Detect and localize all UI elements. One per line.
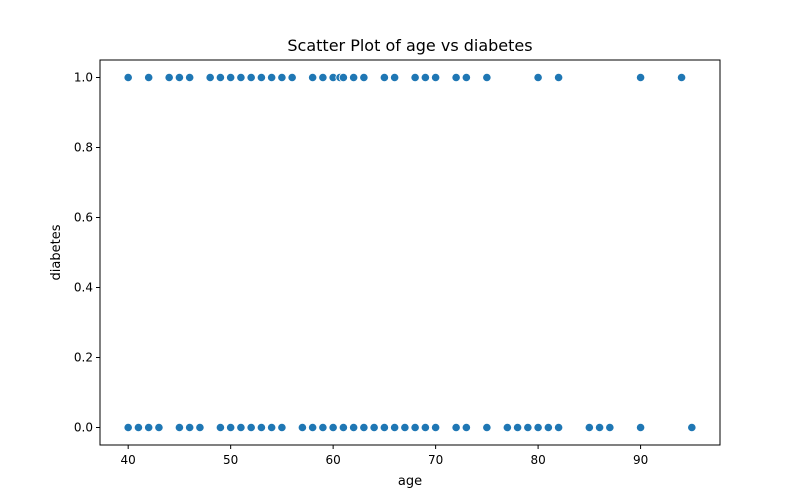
scatter-point xyxy=(512,422,523,433)
scatter-point xyxy=(318,422,328,433)
scatter-point xyxy=(451,422,461,433)
scatter-point xyxy=(328,422,338,433)
scatter-point xyxy=(390,72,400,83)
scatter-point xyxy=(420,422,430,433)
scatter-point xyxy=(154,422,164,433)
scatter-point xyxy=(185,422,195,433)
scatter-point xyxy=(195,422,205,433)
scatter-point xyxy=(174,422,185,433)
scatter-point xyxy=(400,422,410,433)
scatter-point xyxy=(133,422,144,433)
x-tick-label: 90 xyxy=(633,453,648,467)
scatter-point xyxy=(687,422,697,433)
x-tick-label: 40 xyxy=(121,453,136,467)
scatter-point xyxy=(215,72,226,83)
scatter-point xyxy=(226,72,236,83)
scatter-point xyxy=(533,422,543,433)
scatter-point xyxy=(410,72,420,83)
scatter-point xyxy=(308,72,318,83)
scatter-point xyxy=(635,72,646,83)
scatter-point xyxy=(410,422,420,433)
x-tick-label: 80 xyxy=(530,453,545,467)
scatter-point xyxy=(523,422,533,433)
scatter-point xyxy=(174,72,185,83)
scatter-point xyxy=(379,72,389,83)
scatter-point xyxy=(502,422,512,433)
scatter-point xyxy=(390,422,400,433)
y-axis-label: diabetes xyxy=(49,224,64,280)
scatter-point xyxy=(369,422,379,433)
x-tick-label: 60 xyxy=(325,453,340,467)
scatter-point xyxy=(676,72,687,83)
y-tick-label: 0.2 xyxy=(74,351,93,365)
scatter-point xyxy=(451,72,461,83)
scatter-point xyxy=(359,72,369,83)
scatter-point xyxy=(553,422,564,433)
scatter-point xyxy=(461,72,471,83)
scatter-point xyxy=(267,422,277,433)
scatter-point xyxy=(482,72,492,83)
scatter-point xyxy=(123,422,133,433)
scatter-point xyxy=(594,422,605,433)
scatter-point xyxy=(185,72,195,83)
scatter-point xyxy=(461,422,471,433)
scatter-point xyxy=(543,422,553,433)
scatter-point xyxy=(431,72,441,83)
scatter-point xyxy=(215,422,226,433)
y-tick-label: 0.0 xyxy=(74,421,93,435)
points-layer xyxy=(123,72,697,433)
y-tick-label: 1.0 xyxy=(74,71,93,85)
scatter-point xyxy=(256,422,266,433)
chart-title: Scatter Plot of age vs diabetes xyxy=(287,36,532,55)
x-axis-ticks: 40 50 60 70 80 90 xyxy=(121,445,648,467)
scatter-point xyxy=(123,72,133,83)
scatter-point xyxy=(144,72,154,83)
y-tick-label: 0.8 xyxy=(74,141,93,155)
scatter-point xyxy=(553,72,564,83)
scatter-point xyxy=(349,72,359,83)
plot-area-frame xyxy=(99,59,721,446)
scatter-point xyxy=(246,422,256,433)
scatter-point xyxy=(144,422,154,433)
scatter-point xyxy=(226,422,236,433)
x-axis-label: age xyxy=(398,474,422,489)
scatter-point xyxy=(267,72,277,83)
scatter-point xyxy=(338,422,348,433)
scatter-point xyxy=(236,72,246,83)
scatter-point xyxy=(420,72,430,83)
scatter-point xyxy=(287,72,297,83)
scatter-point xyxy=(533,72,543,83)
x-tick-label: 70 xyxy=(428,453,443,467)
scatter-point xyxy=(431,422,441,433)
y-axis-ticks: 0.0 0.2 0.4 0.6 0.8 1.0 xyxy=(74,71,100,435)
scatter-point xyxy=(246,72,256,83)
scatter-point xyxy=(205,72,215,83)
scatter-point xyxy=(482,422,492,433)
scatter-point xyxy=(277,422,287,433)
scatter-point xyxy=(236,422,246,433)
y-tick-label: 0.6 xyxy=(74,211,93,225)
scatter-point xyxy=(605,422,615,433)
x-tick-label: 50 xyxy=(223,453,238,467)
scatter-point xyxy=(338,72,348,83)
y-tick-label: 0.4 xyxy=(74,281,93,295)
scatter-point xyxy=(297,422,307,433)
scatter-point xyxy=(308,422,318,433)
scatter-point xyxy=(584,422,594,433)
scatter-point xyxy=(349,422,359,433)
scatter-point xyxy=(277,72,287,83)
scatter-point xyxy=(256,72,266,83)
scatter-point xyxy=(318,72,328,83)
scatter-point xyxy=(379,422,389,433)
scatter-point xyxy=(359,422,369,433)
scatter-point xyxy=(635,422,646,433)
scatter-point xyxy=(164,72,174,83)
